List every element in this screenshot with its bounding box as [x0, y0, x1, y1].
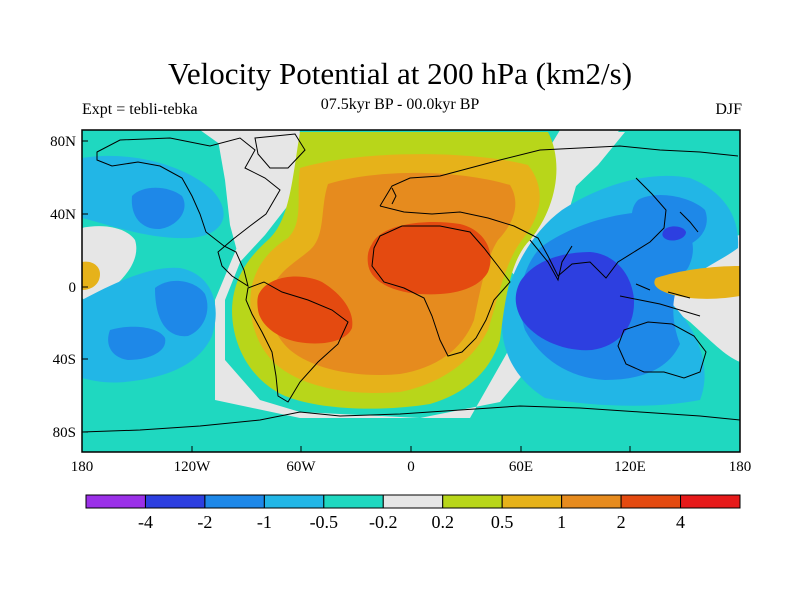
- coast-australia: [617, 321, 707, 379]
- colorbar-label: 0.5: [491, 512, 514, 532]
- coast-greenland: [254, 133, 306, 169]
- colorbar-swatch: [144, 494, 206, 509]
- colorbar-label: -4: [138, 512, 153, 532]
- latitude-axis: 80N 40N 0 40S 80S: [50, 134, 88, 441]
- coast-japan: [679, 211, 699, 233]
- colorbar-label: -1: [257, 512, 272, 532]
- colorbar-label: 1: [557, 512, 566, 532]
- contour-minus-1-south-pacific-2: [108, 326, 166, 360]
- lon-tick-label: 120E: [614, 459, 646, 475]
- lat-tick-label: 0: [69, 280, 77, 296]
- contour-plus-2-north-africa: [367, 222, 491, 295]
- colorbar-label: -2: [197, 512, 212, 532]
- season-label: DJF: [715, 101, 742, 118]
- colorbar-swatch: [680, 494, 741, 509]
- contour-minus-1-south-pacific: [155, 280, 208, 337]
- coast-maritime-continent: [619, 283, 701, 317]
- lon-tick-label: 60W: [286, 459, 316, 475]
- coast-uk: [391, 187, 397, 205]
- contour-minus-2-japan: [662, 226, 686, 241]
- colorbar-swatch: [442, 494, 503, 509]
- colorbar-legend: -4 -2 -1 -0.5 -0.2 0.2 0.5 1 2 4: [85, 494, 741, 532]
- colorbar-swatch: [501, 494, 563, 509]
- lon-tick-label: 0: [407, 459, 415, 475]
- colorbar-swatch: [382, 494, 444, 509]
- colorbar-label: -0.2: [369, 512, 398, 532]
- colorbar-label: 2: [617, 512, 626, 532]
- coast-antarctica: [82, 405, 740, 433]
- coast-north-america: [96, 137, 281, 288]
- lon-tick-label: 180: [729, 459, 752, 475]
- colorbar-swatch: [263, 494, 325, 509]
- lon-tick-label: 60E: [509, 459, 533, 475]
- contour-neutral-patch-greenland: [255, 132, 310, 172]
- colorbar-swatch: [204, 494, 265, 509]
- coast-africa: [371, 225, 511, 357]
- coastlines: [82, 133, 740, 433]
- period-label: 07.5kyr BP - 00.0kyr BP: [320, 96, 480, 113]
- colorbar-swatch: [561, 494, 622, 509]
- experiment-label: Expt = tebli-tebka: [82, 101, 198, 118]
- contour-neutral-patch-atlantic: [218, 135, 320, 262]
- lat-tick-label: 40N: [50, 207, 76, 223]
- contour-minus-1-north-pacific: [131, 187, 185, 230]
- lat-tick-label: 80S: [53, 425, 76, 441]
- contour-field: [82, 130, 740, 452]
- lon-tick-label: 180: [71, 459, 94, 475]
- colorbar-label: 0.2: [431, 512, 454, 532]
- contour-plus-0.5-west-pacific-tongue: [654, 266, 740, 299]
- map-title: Velocity Potential at 200 hPa (km2/s): [167, 56, 633, 91]
- lat-tick-label: 80N: [50, 134, 76, 150]
- longitude-axis: 180 120W 60W 0 60E 120E 180: [71, 446, 752, 475]
- colorbar-label: -0.5: [310, 512, 339, 532]
- coast-eurasia: [379, 145, 739, 279]
- contour-plus-2-south-america: [257, 276, 353, 344]
- contour-plus-0.5-east-pacific-tongue: [82, 261, 100, 290]
- lon-tick-label: 120W: [174, 459, 212, 475]
- colorbar-swatch: [323, 494, 384, 509]
- coast-india: [529, 239, 573, 282]
- colorbar-swatch: [85, 494, 146, 509]
- coast-south-america: [245, 281, 349, 403]
- colorbar-swatch: [620, 494, 682, 509]
- lat-tick-label: 40S: [53, 352, 76, 368]
- contour-minus-1-japan: [631, 195, 707, 249]
- colorbar-label: 4: [676, 512, 685, 532]
